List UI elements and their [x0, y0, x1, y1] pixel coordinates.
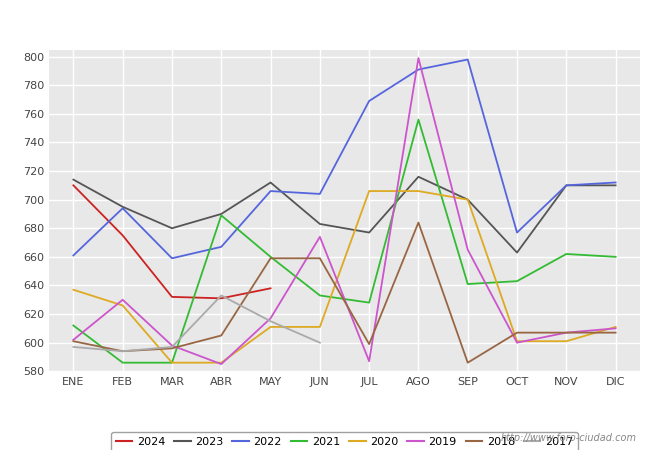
Text: Afiliados en Rueda a 31/5/2024: Afiliados en Rueda a 31/5/2024: [173, 14, 477, 33]
Text: http://www.foro-ciudad.com: http://www.foro-ciudad.com: [501, 433, 637, 443]
Legend: 2024, 2023, 2022, 2021, 2020, 2019, 2018, 2017: 2024, 2023, 2022, 2021, 2020, 2019, 2018…: [111, 432, 578, 450]
